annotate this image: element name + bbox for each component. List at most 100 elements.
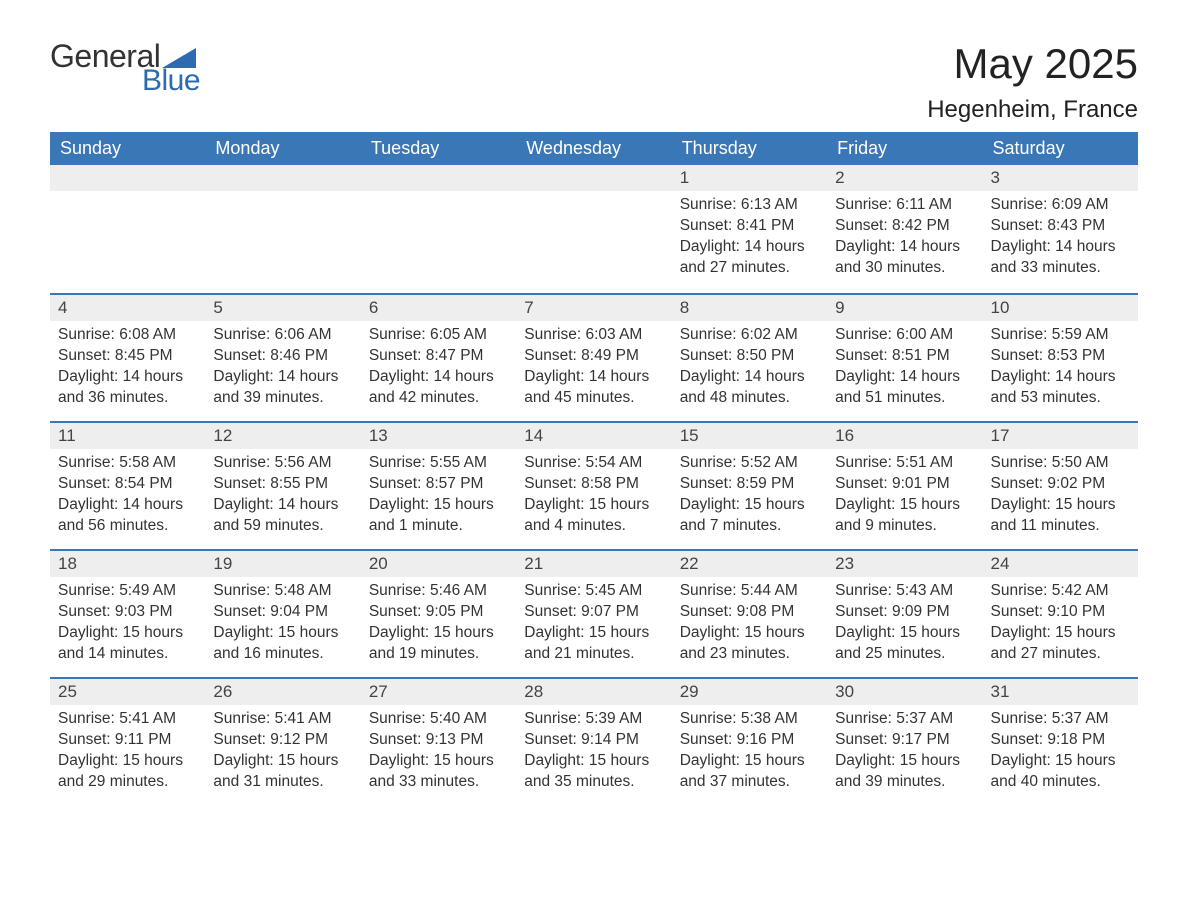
day-number: 13	[361, 421, 516, 449]
sunset-label: Sunset:	[835, 217, 888, 234]
day-details: Sunrise: 5:45 AMSunset: 9:07 PMDaylight:…	[516, 577, 671, 673]
sunset-value: 8:55 PM	[270, 475, 328, 492]
sunrise-line: Sunrise: 5:37 AM	[991, 709, 1130, 730]
sunrise-line: Sunrise: 5:49 AM	[58, 581, 197, 602]
day-details: Sunrise: 6:02 AMSunset: 8:50 PMDaylight:…	[672, 321, 827, 417]
day-number-empty	[205, 165, 360, 191]
daylight-label: Daylight:	[524, 368, 584, 385]
calendar-cell: 22Sunrise: 5:44 AMSunset: 9:08 PMDayligh…	[672, 549, 827, 677]
calendar-cell: 4Sunrise: 6:08 AMSunset: 8:45 PMDaylight…	[50, 293, 205, 421]
sunrise-line: Sunrise: 5:40 AM	[369, 709, 508, 730]
calendar-cell: 7Sunrise: 6:03 AMSunset: 8:49 PMDaylight…	[516, 293, 671, 421]
calendar-cell: 2Sunrise: 6:11 AMSunset: 8:42 PMDaylight…	[827, 165, 982, 293]
daylight-label: Daylight:	[58, 496, 118, 513]
sunset-line: Sunset: 8:46 PM	[213, 346, 352, 367]
sunset-line: Sunset: 9:18 PM	[991, 730, 1130, 751]
weekday-header: Sunday	[50, 132, 205, 165]
sunset-line: Sunset: 9:07 PM	[524, 602, 663, 623]
sunrise-value: 5:54 AM	[585, 454, 642, 471]
day-number: 16	[827, 421, 982, 449]
sunset-value: 9:08 PM	[737, 603, 795, 620]
daylight-line: Daylight: 14 hours and 51 minutes.	[835, 367, 974, 409]
calendar-cell: 30Sunrise: 5:37 AMSunset: 9:17 PMDayligh…	[827, 677, 982, 805]
daylight-label: Daylight:	[680, 238, 740, 255]
day-number: 11	[50, 421, 205, 449]
sunrise-label: Sunrise:	[524, 710, 581, 727]
sunset-label: Sunset:	[680, 347, 733, 364]
sunrise-line: Sunrise: 5:54 AM	[524, 453, 663, 474]
sunset-label: Sunset:	[369, 603, 422, 620]
day-details: Sunrise: 6:13 AMSunset: 8:41 PMDaylight:…	[672, 191, 827, 287]
day-number: 6	[361, 293, 516, 321]
sunset-line: Sunset: 8:47 PM	[369, 346, 508, 367]
sunrise-line: Sunrise: 5:48 AM	[213, 581, 352, 602]
sunset-line: Sunset: 8:51 PM	[835, 346, 974, 367]
daylight-label: Daylight:	[991, 752, 1051, 769]
sunset-value: 9:05 PM	[426, 603, 484, 620]
sunset-value: 9:04 PM	[270, 603, 328, 620]
daylight-label: Daylight:	[213, 752, 273, 769]
sunset-label: Sunset:	[524, 347, 577, 364]
calendar-row: 11Sunrise: 5:58 AMSunset: 8:54 PMDayligh…	[50, 421, 1138, 549]
weekday-header: Friday	[827, 132, 982, 165]
sunset-label: Sunset:	[58, 731, 111, 748]
sunrise-value: 6:11 AM	[896, 196, 952, 213]
sunrise-label: Sunrise:	[991, 326, 1048, 343]
sunset-label: Sunset:	[58, 475, 111, 492]
daylight-label: Daylight:	[369, 624, 429, 641]
day-details: Sunrise: 5:44 AMSunset: 9:08 PMDaylight:…	[672, 577, 827, 673]
day-number-empty	[516, 165, 671, 191]
calendar-cell	[50, 165, 205, 293]
day-details: Sunrise: 5:43 AMSunset: 9:09 PMDaylight:…	[827, 577, 982, 673]
weekday-header: Tuesday	[361, 132, 516, 165]
sunset-value: 9:18 PM	[1047, 731, 1105, 748]
day-details: Sunrise: 6:11 AMSunset: 8:42 PMDaylight:…	[827, 191, 982, 287]
sunrise-value: 5:39 AM	[585, 710, 642, 727]
day-number: 20	[361, 549, 516, 577]
day-number: 14	[516, 421, 671, 449]
sunset-value: 9:07 PM	[581, 603, 639, 620]
calendar-cell: 14Sunrise: 5:54 AMSunset: 8:58 PMDayligh…	[516, 421, 671, 549]
sunrise-label: Sunrise:	[680, 710, 737, 727]
sunrise-label: Sunrise:	[680, 582, 737, 599]
day-details: Sunrise: 5:59 AMSunset: 8:53 PMDaylight:…	[983, 321, 1138, 417]
day-number: 31	[983, 677, 1138, 705]
sunrise-value: 6:00 AM	[896, 326, 953, 343]
sunrise-line: Sunrise: 5:59 AM	[991, 325, 1130, 346]
sunrise-line: Sunrise: 6:11 AM	[835, 195, 974, 216]
calendar-cell: 23Sunrise: 5:43 AMSunset: 9:09 PMDayligh…	[827, 549, 982, 677]
sunrise-line: Sunrise: 6:06 AM	[213, 325, 352, 346]
daylight-line: Daylight: 15 hours and 7 minutes.	[680, 495, 819, 537]
day-number: 26	[205, 677, 360, 705]
sunrise-label: Sunrise:	[58, 454, 115, 471]
weekday-header: Thursday	[672, 132, 827, 165]
sunrise-value: 5:41 AM	[275, 710, 332, 727]
daylight-line: Daylight: 14 hours and 33 minutes.	[991, 237, 1130, 279]
sunset-line: Sunset: 8:50 PM	[680, 346, 819, 367]
sunset-line: Sunset: 9:14 PM	[524, 730, 663, 751]
sunset-value: 8:59 PM	[737, 475, 795, 492]
calendar-cell: 9Sunrise: 6:00 AMSunset: 8:51 PMDaylight…	[827, 293, 982, 421]
day-number: 5	[205, 293, 360, 321]
sunrise-value: 5:46 AM	[430, 582, 487, 599]
sunset-label: Sunset:	[991, 603, 1044, 620]
day-number: 24	[983, 549, 1138, 577]
sunrise-line: Sunrise: 5:44 AM	[680, 581, 819, 602]
day-number: 17	[983, 421, 1138, 449]
sunset-value: 9:13 PM	[426, 731, 484, 748]
sunset-label: Sunset:	[835, 347, 888, 364]
sunrise-value: 5:45 AM	[585, 582, 642, 599]
sunrise-line: Sunrise: 6:08 AM	[58, 325, 197, 346]
sunrise-line: Sunrise: 6:13 AM	[680, 195, 819, 216]
sunset-line: Sunset: 9:11 PM	[58, 730, 197, 751]
day-details: Sunrise: 5:48 AMSunset: 9:04 PMDaylight:…	[205, 577, 360, 673]
sunset-line: Sunset: 9:12 PM	[213, 730, 352, 751]
sunset-line: Sunset: 8:55 PM	[213, 474, 352, 495]
sunrise-value: 5:51 AM	[896, 454, 953, 471]
sunrise-label: Sunrise:	[524, 454, 581, 471]
day-details: Sunrise: 5:37 AMSunset: 9:18 PMDaylight:…	[983, 705, 1138, 801]
daylight-label: Daylight:	[213, 368, 273, 385]
sunrise-line: Sunrise: 6:05 AM	[369, 325, 508, 346]
day-number: 8	[672, 293, 827, 321]
sunset-label: Sunset:	[58, 603, 111, 620]
